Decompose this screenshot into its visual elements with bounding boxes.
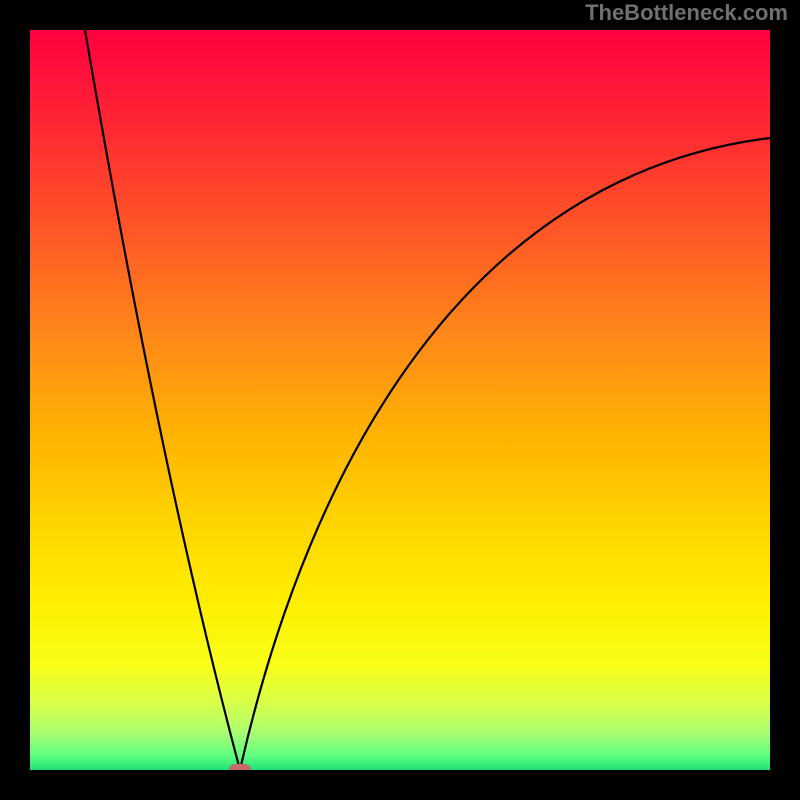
minimum-marker	[229, 764, 251, 770]
watermark-text: TheBottleneck.com	[585, 0, 788, 26]
plot-svg	[30, 30, 770, 770]
chart-frame: TheBottleneck.com	[0, 0, 800, 800]
bottleneck-curve	[85, 30, 770, 770]
plot-area	[30, 30, 770, 770]
